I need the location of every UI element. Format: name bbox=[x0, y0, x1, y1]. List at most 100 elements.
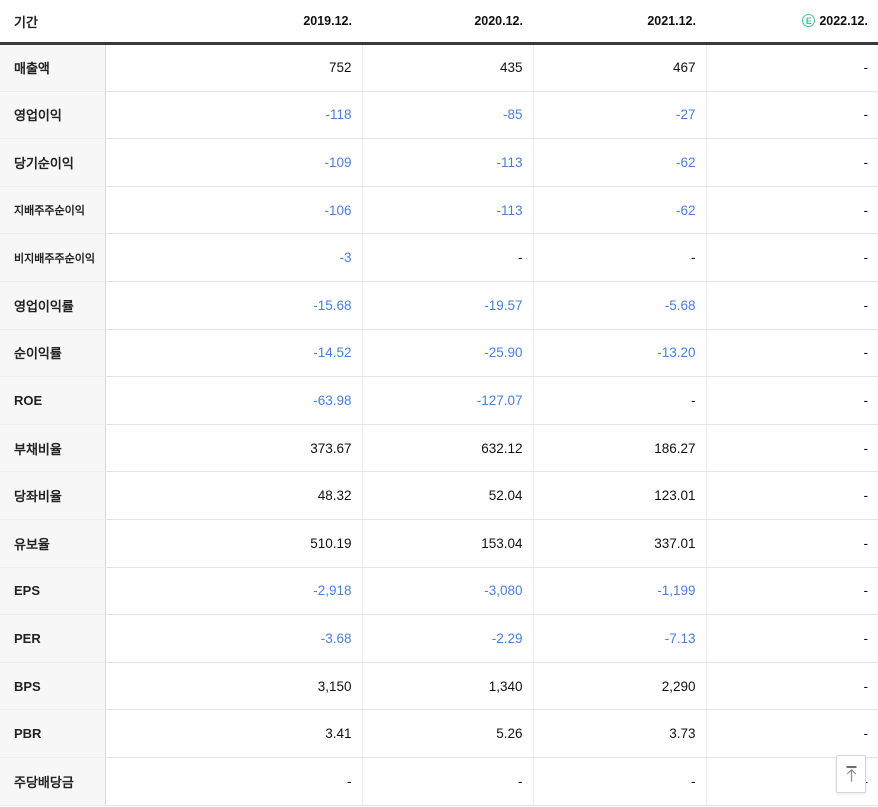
value-cell: -113 bbox=[362, 138, 534, 187]
value-cell: - bbox=[533, 757, 707, 806]
value-cell: - bbox=[706, 186, 878, 235]
value-cell: -127.07 bbox=[362, 376, 534, 425]
table-row: 주당배당금---- bbox=[0, 757, 878, 806]
value-cell: - bbox=[533, 376, 707, 425]
row-label: ROE bbox=[0, 376, 106, 425]
row-label: BPS bbox=[0, 662, 106, 711]
value-cell: 337.01 bbox=[533, 519, 707, 568]
value-cell: 1,340 bbox=[362, 662, 534, 711]
arrow-up-to-top-icon bbox=[844, 765, 859, 783]
column-header: E 2022.12. bbox=[706, 0, 878, 45]
table-row: EPS -2,918 -3,080 -1,199- bbox=[0, 567, 878, 616]
value-cell: -19.57 bbox=[362, 281, 534, 330]
value-cell: 52.04 bbox=[362, 471, 534, 520]
estimate-badge-icon: E bbox=[802, 14, 816, 27]
row-label: 순이익률 bbox=[0, 329, 106, 378]
table-row: 당기순이익 -109 -113 -62- bbox=[0, 138, 878, 187]
value-cell: 467 bbox=[533, 43, 707, 92]
value-cell: - bbox=[362, 757, 534, 806]
value-cell: - bbox=[362, 233, 534, 282]
row-label: 지배주주순이익 bbox=[0, 186, 106, 235]
value-cell: -3.68 bbox=[105, 614, 363, 663]
value-cell: -2,918 bbox=[105, 567, 363, 616]
column-header: 2021.12. bbox=[533, 0, 706, 45]
scroll-to-top-button[interactable] bbox=[836, 755, 866, 793]
value-cell: 435 bbox=[362, 43, 534, 92]
value-cell: -85 bbox=[362, 91, 534, 140]
value-cell: 5.26 bbox=[362, 709, 534, 758]
value-cell: 752 bbox=[105, 43, 363, 92]
value-cell: -118 bbox=[105, 91, 363, 140]
row-label: 영업이익 bbox=[0, 91, 106, 140]
table-row: 지배주주순이익 -106 -113 -62- bbox=[0, 186, 878, 235]
value-cell: -15.68 bbox=[105, 281, 363, 330]
value-cell: -1,199 bbox=[533, 567, 707, 616]
value-cell: - bbox=[706, 709, 878, 758]
row-label: EPS bbox=[0, 567, 106, 616]
value-cell: -27 bbox=[533, 91, 707, 140]
value-cell: -109 bbox=[105, 138, 363, 187]
row-label: 유보율 bbox=[0, 519, 106, 568]
table-row: 유보율 510.19 153.04 337.01- bbox=[0, 519, 878, 568]
value-cell: 3.73 bbox=[533, 709, 707, 758]
row-label: 비지배주주순이익 bbox=[0, 233, 106, 282]
value-cell: - bbox=[706, 138, 878, 187]
value-cell: - bbox=[706, 662, 878, 711]
value-cell: - bbox=[706, 281, 878, 330]
value-cell: -2.29 bbox=[362, 614, 534, 663]
value-cell: -62 bbox=[533, 138, 707, 187]
table-row: 순이익률 -14.52 -25.90 -13.20- bbox=[0, 329, 878, 378]
header-row: 기간 2019.12. 2020.12. 2021.12. E 2022.12. bbox=[0, 0, 878, 45]
value-cell: -25.90 bbox=[362, 329, 534, 378]
value-cell: 2,290 bbox=[533, 662, 707, 711]
value-cell: 510.19 bbox=[105, 519, 363, 568]
column-header-label: 2021.12. bbox=[647, 14, 696, 28]
column-header: 2020.12. bbox=[362, 0, 533, 45]
value-cell: -3,080 bbox=[362, 567, 534, 616]
table-row: BPS 3,150 1,340 2,290- bbox=[0, 662, 878, 711]
value-cell: -62 bbox=[533, 186, 707, 235]
value-cell: - bbox=[706, 43, 878, 92]
column-header-label: 2019.12. bbox=[303, 14, 352, 28]
table-row: PER -3.68 -2.29 -7.13- bbox=[0, 614, 878, 663]
value-cell: 153.04 bbox=[362, 519, 534, 568]
column-header: 2019.12. bbox=[105, 0, 362, 45]
value-cell: 632.12 bbox=[362, 424, 534, 473]
table-row: 영업이익률 -15.68 -19.57 -5.68- bbox=[0, 281, 878, 330]
value-cell: - bbox=[706, 519, 878, 568]
row-label: PER bbox=[0, 614, 106, 663]
row-label: 부채비율 bbox=[0, 424, 106, 473]
table-row: PBR 3.41 5.26 3.73- bbox=[0, 709, 878, 758]
value-cell: -106 bbox=[105, 186, 363, 235]
period-header-label: 기간 bbox=[0, 0, 105, 45]
value-cell: - bbox=[105, 757, 363, 806]
table-row: 당좌비율 48.32 52.04 123.01- bbox=[0, 471, 878, 520]
table-row: 부채비율 373.67 632.12 186.27- bbox=[0, 424, 878, 473]
row-label: 영업이익률 bbox=[0, 281, 106, 330]
table-row: ROE -63.98 -127.07- - bbox=[0, 376, 878, 425]
value-cell: - bbox=[533, 233, 707, 282]
table-row: 비지배주주순이익 -3- - - bbox=[0, 233, 878, 282]
value-cell: -3 bbox=[105, 233, 363, 282]
value-cell: - bbox=[706, 376, 878, 425]
value-cell: - bbox=[706, 233, 878, 282]
value-cell: - bbox=[706, 91, 878, 140]
value-cell: -63.98 bbox=[105, 376, 363, 425]
row-label: 당기순이익 bbox=[0, 138, 106, 187]
row-label: 매출액 bbox=[0, 43, 106, 92]
value-cell: - bbox=[706, 329, 878, 378]
table-row: 매출액 752 435 467- bbox=[0, 43, 878, 92]
table-row: 영업이익 -118 -85 -27- bbox=[0, 91, 878, 140]
value-cell: - bbox=[706, 424, 878, 473]
value-cell: -13.20 bbox=[533, 329, 707, 378]
row-label: 주당배당금 bbox=[0, 757, 106, 806]
value-cell: - bbox=[706, 567, 878, 616]
value-cell: 186.27 bbox=[533, 424, 707, 473]
value-cell: 3,150 bbox=[105, 662, 363, 711]
value-cell: 373.67 bbox=[105, 424, 363, 473]
value-cell: 3.41 bbox=[105, 709, 363, 758]
column-header-label: 2022.12. bbox=[819, 14, 868, 28]
value-cell: - bbox=[706, 471, 878, 520]
